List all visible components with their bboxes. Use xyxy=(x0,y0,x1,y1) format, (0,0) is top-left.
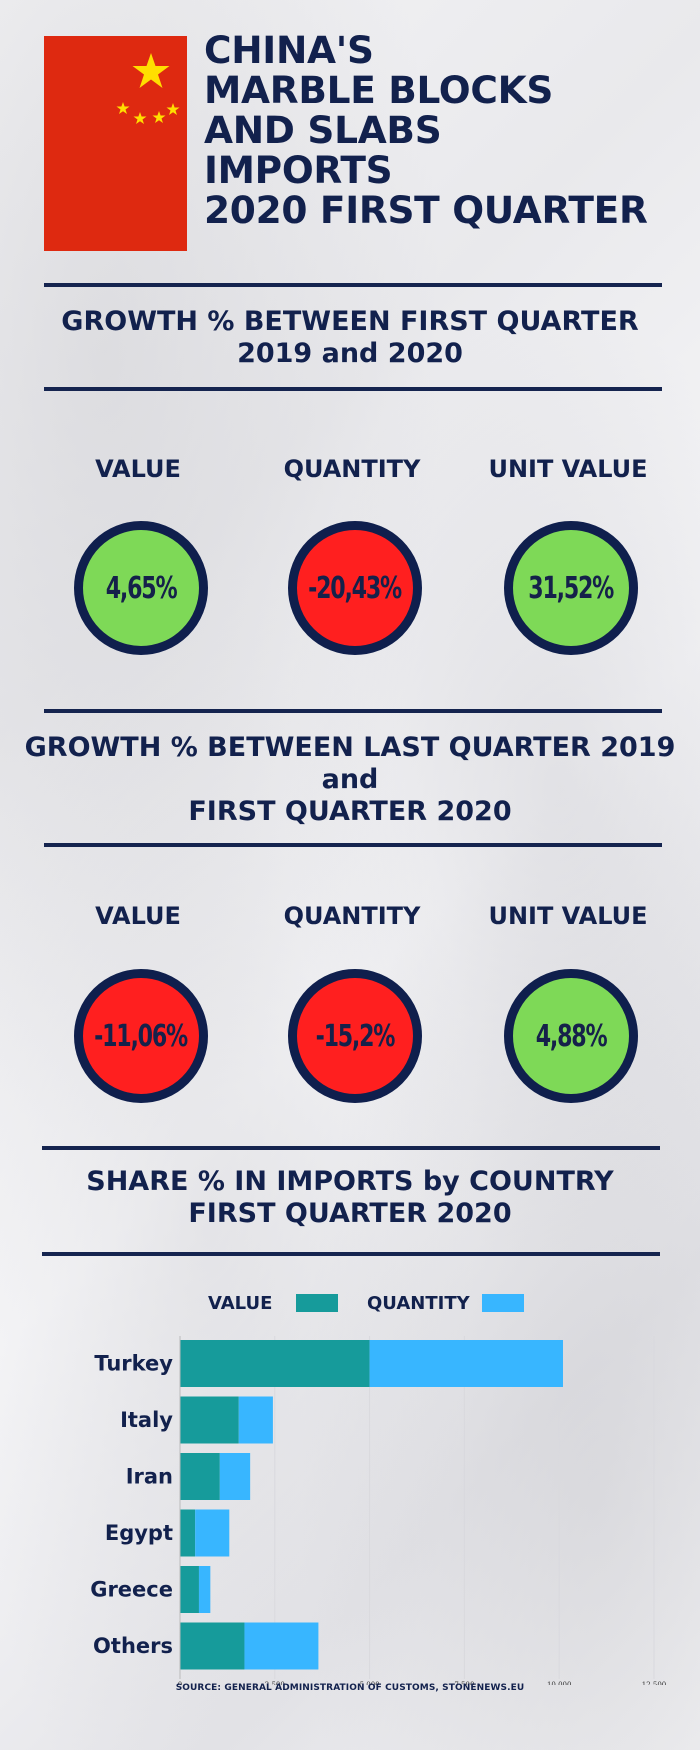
page-title: CHINA'S MARBLE BLOCKS AND SLABS IMPORTS … xyxy=(204,30,674,230)
section1-title: GROWTH % BETWEEN FIRST QUARTER 2019 and … xyxy=(20,306,680,370)
title-line-4: IMPORTS xyxy=(204,148,393,192)
s1-unit-value-label: UNIT VALUE xyxy=(488,455,648,483)
section2-title: GROWTH % BETWEEN LAST QUARTER 2019 and F… xyxy=(20,732,680,828)
divider xyxy=(44,709,662,713)
section1-title-line-1: GROWTH % BETWEEN FIRST QUARTER xyxy=(61,306,639,337)
section1-title-line-2: 2019 and 2020 xyxy=(237,338,463,369)
s1-unit-value-circle: 31,52% xyxy=(504,521,638,655)
category-label: Greece xyxy=(90,1578,173,1602)
divider xyxy=(44,283,662,287)
section2-title-line-2: and xyxy=(321,764,379,795)
x-tick-label: 12,500 xyxy=(642,1681,667,1685)
s1-value-circle: 4,65% xyxy=(74,521,208,655)
x-tick-label: 10,000 xyxy=(547,1681,572,1685)
s1-unit-value-number: 31,52% xyxy=(528,570,615,606)
category-label: Iran xyxy=(126,1465,173,1489)
legend-label-value: VALUE xyxy=(208,1293,272,1314)
bar-quantity-greece xyxy=(198,1566,211,1613)
x-tick-label: 2,500 xyxy=(265,1681,285,1685)
bar-value-italy xyxy=(180,1396,239,1444)
bar-value-egypt xyxy=(180,1509,196,1557)
section2-title-line-3: FIRST QUARTER 2020 xyxy=(188,796,512,827)
china-flag-graphic xyxy=(116,53,180,124)
s2-value-label: VALUE xyxy=(95,902,181,930)
flag-small-star-3 xyxy=(152,111,166,123)
s1-value-label: VALUE xyxy=(95,455,181,483)
legend-label-quantity: QUANTITY xyxy=(367,1293,471,1314)
s2-unit-value-circle: 4,88% xyxy=(504,969,638,1103)
share-by-country-chart: 0 2,500 5,000 7,500 10,000 12,500 VALUE QUANTIT… xyxy=(0,1285,700,1685)
category-label: Turkey xyxy=(94,1352,173,1376)
s2-quantity-circle: -15,2% xyxy=(288,969,422,1103)
bar-value-iran xyxy=(180,1453,220,1500)
s2-quantity-number: -15,2% xyxy=(315,1018,396,1054)
bar-quantity-others xyxy=(244,1622,319,1670)
flag-big-star xyxy=(132,53,170,88)
x-tick-label: 5,000 xyxy=(360,1681,380,1685)
section3-title-line-2: FIRST QUARTER 2020 xyxy=(188,1198,512,1229)
bar-value-others xyxy=(180,1622,245,1670)
s1-quantity-label: QUANTITY xyxy=(283,455,421,483)
s1-value-number: 4,65% xyxy=(105,570,178,606)
section3-title-line-1: SHARE % IN IMPORTS by COUNTRY xyxy=(86,1166,614,1197)
flag-small-star-1 xyxy=(116,102,130,114)
bar-value-turkey xyxy=(180,1340,370,1387)
title-line-5: 2020 FIRST QUARTER xyxy=(204,188,648,232)
title-line-1: CHINA'S xyxy=(204,28,374,72)
legend-swatch-value xyxy=(296,1294,338,1312)
s2-value-number: -11,06% xyxy=(94,1018,189,1054)
divider xyxy=(44,843,662,847)
section3-title: SHARE % IN IMPORTS by COUNTRY FIRST QUAR… xyxy=(20,1166,680,1230)
category-label: Others xyxy=(93,1634,173,1658)
divider xyxy=(42,1146,660,1150)
legend-swatch-quantity xyxy=(482,1294,524,1312)
s2-value-circle: -11,06% xyxy=(74,969,208,1103)
divider xyxy=(42,1252,660,1256)
section2-title-line-1: GROWTH % BETWEEN LAST QUARTER 2019 xyxy=(24,732,676,763)
category-label: Italy xyxy=(120,1408,173,1432)
title-line-3: AND SLABS xyxy=(204,108,442,152)
title-line-2: MARBLE BLOCKS xyxy=(204,68,554,112)
s2-quantity-label: QUANTITY xyxy=(283,902,421,930)
source-note: SOURCE: GENERAL ADMINISTRATION OF CUSTOM… xyxy=(175,1683,525,1693)
china-flag xyxy=(44,36,187,251)
x-tick-label: 0 xyxy=(178,1681,182,1685)
category-label: Egypt xyxy=(105,1521,173,1545)
bar-chart-svg: 0 2,500 5,000 7,500 10,000 12,500 VALUE QUANTIT… xyxy=(90,1293,667,1685)
s2-unit-value-label: UNIT VALUE xyxy=(488,902,648,930)
bar-value-greece xyxy=(180,1566,199,1613)
s1-quantity-number: -20,43% xyxy=(308,570,403,606)
s1-quantity-circle: -20,43% xyxy=(288,521,422,655)
bar-quantity-egypt xyxy=(195,1509,230,1557)
flag-small-star-4 xyxy=(166,103,180,115)
flag-small-star-2 xyxy=(133,112,147,124)
bar-quantity-iran xyxy=(219,1453,251,1500)
bar-quantity-turkey xyxy=(369,1340,563,1387)
bar-quantity-italy xyxy=(238,1396,273,1444)
divider xyxy=(44,387,662,391)
s2-unit-value-number: 4,88% xyxy=(535,1018,608,1054)
x-tick-label: 7,500 xyxy=(454,1681,474,1685)
